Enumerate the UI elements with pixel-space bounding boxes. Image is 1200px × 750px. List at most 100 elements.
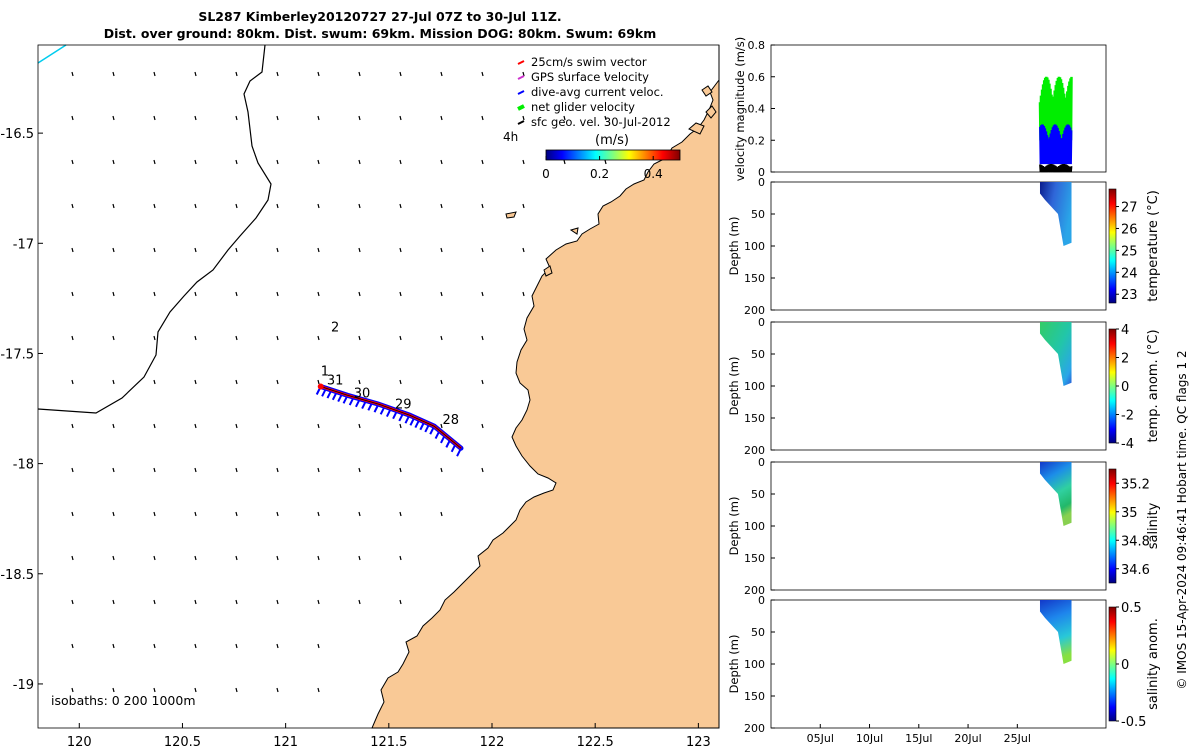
map-xtick-label: 122.5: [577, 735, 614, 750]
geo-arrow: [276, 115, 279, 121]
current-vector: [379, 405, 386, 415]
geo-arrow: [235, 643, 238, 649]
colorbar-tick-label: 34.8: [1121, 534, 1150, 549]
speed-colorbar-title: (m/s): [595, 133, 629, 148]
current-vector: [331, 391, 338, 401]
depth-ylabel: Depth (m): [727, 357, 741, 416]
isobath-200m: [37, 44, 272, 414]
legend-swatch: [517, 90, 525, 95]
velocity-series-line: [1039, 164, 1073, 173]
geo-arrow: [71, 115, 74, 121]
colorbar-tick-label: 34.6: [1121, 563, 1150, 578]
geo-arrow: [235, 467, 238, 473]
island: [701, 85, 713, 97]
geo-arrow: [71, 159, 74, 165]
geo-arrow: [358, 159, 361, 165]
current-vector: [337, 393, 344, 402]
geo-arrow: [317, 511, 320, 517]
geo-arrow: [481, 291, 484, 297]
geo-arrow: [522, 71, 525, 77]
geo-arrow: [153, 203, 156, 209]
geo-arrow: [440, 423, 443, 429]
coastline-land: [371, 45, 720, 729]
date-xtick-label: 25Jul: [1004, 732, 1031, 745]
geo-arrow: [317, 643, 320, 649]
geo-arrow: [440, 511, 443, 517]
geo-arrow: [440, 335, 443, 341]
depth-ytick-label: 0: [758, 176, 765, 189]
geo-arrow: [153, 511, 156, 517]
geo-arrow: [235, 599, 238, 605]
geo-arrow: [153, 159, 156, 165]
velocity-ytick-label: 0.4: [748, 103, 766, 116]
geo-arrow: [522, 159, 525, 165]
geo-arrow: [276, 335, 279, 341]
velocity-series-line: [1038, 76, 1073, 141]
geo-arrow: [194, 511, 197, 517]
geo-arrow: [112, 291, 115, 297]
map-ytick-label: -17: [13, 237, 34, 252]
geo-arrow: [71, 467, 74, 473]
colorbar-label: salinity anom.: [1146, 618, 1161, 710]
geo-arrow: [440, 379, 443, 385]
geo-arrow: [399, 159, 402, 165]
geo-arrow: [317, 291, 320, 297]
geo-arrow: [317, 115, 320, 121]
geo-arrow: [276, 511, 279, 517]
geo-arrow: [358, 291, 361, 297]
geo-arrow: [317, 555, 320, 561]
map-ytick-label: -17.5: [0, 347, 34, 362]
geo-arrow: [153, 115, 156, 121]
colorbar-gradient: [1108, 606, 1117, 722]
geo-arrow: [358, 467, 361, 473]
geo-arrow: [194, 687, 197, 693]
isobaths-label: isobaths: 0 200 1000m: [51, 693, 196, 708]
geo-arrow: [112, 159, 115, 165]
depth-panel-3: 0 50 100 150 200 Depth (m) 35.2 35 34.8 34.6 salin…: [727, 456, 1161, 597]
speed-colorbar-tick: 0: [542, 167, 550, 181]
geo-arrow: [481, 71, 484, 77]
speed-colorbar-gradient: [545, 149, 681, 161]
current-vector: [367, 401, 374, 411]
colorbar-tick-label: 24: [1121, 266, 1138, 281]
geo-arrow: [153, 599, 156, 605]
geo-arrow: [194, 335, 197, 341]
colorbar-tick-label: 0.5: [1121, 601, 1142, 616]
date-xtick-label: 10Jul: [856, 732, 883, 745]
chart-title-line2: Dist. over ground: 80km. Dist. swum: 69k…: [103, 26, 657, 41]
profile-section: [1039, 322, 1072, 386]
chart-title-line1: SL287 Kimberley20120727 27-Jul 07Z to 30…: [198, 9, 562, 24]
geo-arrow: [71, 379, 74, 385]
depth-ytick-label: 50: [751, 348, 765, 361]
map-xtick-label: 121.5: [370, 735, 407, 750]
current-vector: [355, 398, 361, 408]
velocity-series: [1038, 76, 1073, 173]
track-start: [317, 383, 324, 390]
geo-arrow: [481, 247, 484, 253]
geo-arrow: [440, 467, 443, 473]
geo-arrow: [399, 291, 402, 297]
map-axes: 120 120.5 121 121.5 122 122.5 123-16.5-17-17.5…: [0, 127, 710, 750]
geo-arrow: [481, 379, 484, 385]
geo-arrow: [153, 423, 156, 429]
geo-arrow: [358, 203, 361, 209]
velocity-panel: 0 0.2 0.4 0.6 0.8 velocity magnitude (m/s): [733, 37, 1107, 181]
geo-arrow: [317, 467, 320, 473]
geo-arrow: [358, 555, 361, 561]
colorbar-tick-label: 23: [1121, 288, 1138, 303]
legend-label: dive-avg current veloc.: [531, 85, 664, 99]
colorbar-label: temp. anom. (°C): [1146, 329, 1161, 442]
depth-ytick-label: 50: [751, 208, 765, 221]
date-xtick-label: 20Jul: [954, 732, 981, 745]
colorbar-tick-label: 2: [1121, 352, 1129, 367]
colorbar-tick-label: -2: [1121, 409, 1134, 424]
depth-ytick-label: 100: [744, 380, 765, 393]
geo-arrow: [481, 423, 484, 429]
depth-ytick-label: 0: [758, 316, 765, 329]
island: [543, 265, 553, 277]
geo-arrow: [71, 687, 74, 693]
geo-arrow: [399, 71, 402, 77]
geo-arrow: [194, 71, 197, 77]
geo-arrow: [153, 335, 156, 341]
